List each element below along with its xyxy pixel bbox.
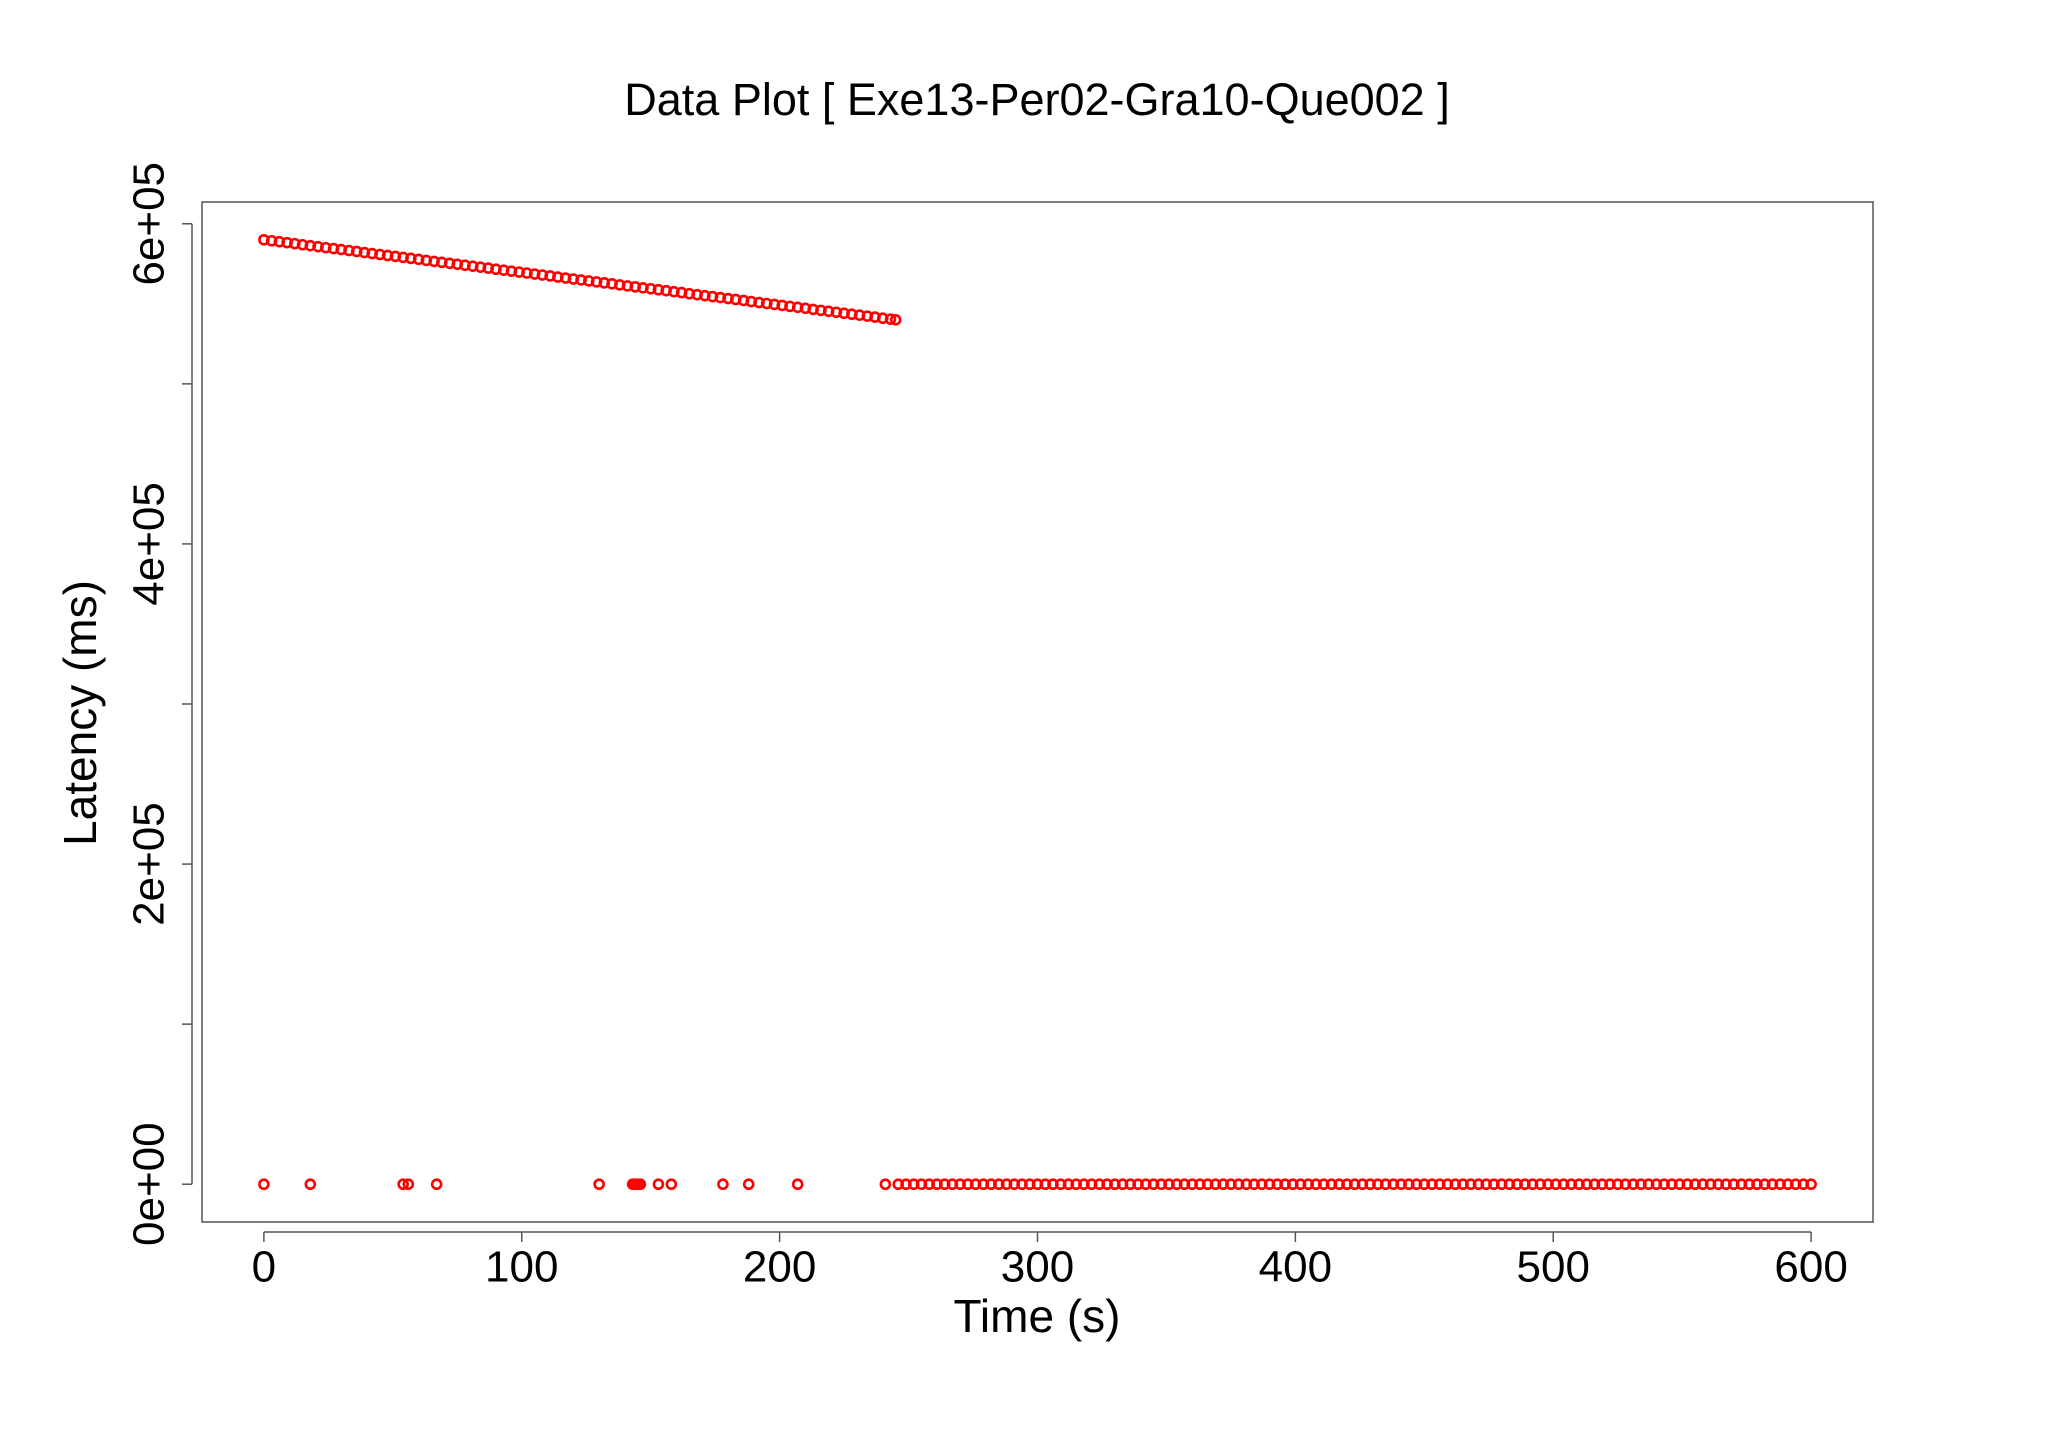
x-tick-label: 100 xyxy=(485,1243,558,1292)
y-tick-label: 4e+05 xyxy=(125,482,174,606)
data-point xyxy=(258,1178,270,1191)
data-point xyxy=(1805,1178,1817,1191)
x-tick-label: 300 xyxy=(1001,1243,1074,1292)
x-tick-label: 0 xyxy=(252,1243,276,1292)
data-point xyxy=(889,314,902,326)
x-axis-label: Time (s) xyxy=(954,1290,1121,1342)
plot-frame xyxy=(201,201,1874,1223)
y-tick-label: 2e+05 xyxy=(125,802,174,926)
data-point xyxy=(634,1178,647,1191)
data-point xyxy=(742,1178,755,1191)
data-point xyxy=(304,1178,317,1191)
data-point xyxy=(717,1178,729,1191)
data-point xyxy=(402,1178,415,1191)
data-point xyxy=(879,1178,892,1191)
data-point xyxy=(665,1178,678,1191)
chart-title: Data Plot [ Exe13-Per02-Gra10-Que002 ] xyxy=(624,74,1449,125)
x-tick-label: 600 xyxy=(1774,1243,1847,1292)
x-tick-label: 400 xyxy=(1259,1243,1332,1292)
data-point xyxy=(593,1178,605,1191)
x-tick-label: 200 xyxy=(743,1243,816,1292)
y-tick-label: 0e+00 xyxy=(125,1122,174,1246)
data-point xyxy=(430,1178,443,1191)
data-point xyxy=(884,313,897,325)
data-point xyxy=(791,1178,804,1191)
y-tick-label: 6e+05 xyxy=(125,162,174,286)
x-tick-label: 500 xyxy=(1517,1243,1590,1292)
data-point xyxy=(397,1178,409,1191)
data-point xyxy=(652,1178,665,1191)
y-axis-label: Latency (ms) xyxy=(54,580,106,846)
